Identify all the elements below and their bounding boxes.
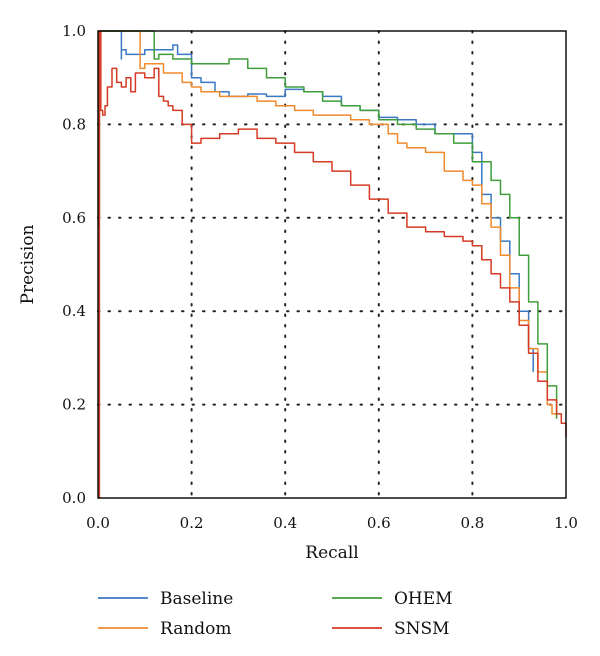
x-tick-label: 0.8 bbox=[460, 514, 484, 532]
legend: Baseline Random OHEM SNSM bbox=[98, 589, 453, 639]
y-tick-label: 1.0 bbox=[62, 22, 86, 40]
legend-label: Random bbox=[160, 619, 232, 639]
plot-frame bbox=[97, 30, 567, 499]
x-tick-label: 0.6 bbox=[367, 514, 391, 532]
y-tick-label: 0.4 bbox=[62, 302, 86, 320]
legend-item-ohem: OHEM bbox=[332, 589, 453, 609]
y-axis-ticks: 0.0 0.2 0.4 0.6 0.8 1.0 bbox=[62, 22, 86, 507]
legend-label: OHEM bbox=[394, 589, 453, 609]
series-line-snsm bbox=[98, 30, 567, 499]
legend-label: Baseline bbox=[160, 589, 233, 609]
y-tick-label: 0.8 bbox=[62, 115, 86, 133]
series-line-baseline bbox=[98, 30, 534, 372]
x-tick-label: 0.0 bbox=[86, 514, 110, 532]
x-axis-title: Recall bbox=[305, 543, 358, 563]
x-axis-ticks: 0.0 0.2 0.4 0.6 0.8 1.0 bbox=[86, 514, 578, 532]
x-tick-label: 0.2 bbox=[180, 514, 204, 532]
y-tick-label: 0.0 bbox=[62, 489, 86, 507]
y-axis-title: Precision bbox=[18, 224, 38, 304]
legend-item-snsm: SNSM bbox=[332, 619, 450, 639]
y-tick-label: 0.2 bbox=[62, 396, 86, 414]
y-tick-label: 0.6 bbox=[62, 209, 86, 227]
x-tick-label: 0.4 bbox=[273, 514, 297, 532]
legend-label: SNSM bbox=[394, 619, 450, 639]
legend-item-random: Random bbox=[98, 619, 232, 639]
x-tick-label: 1.0 bbox=[554, 514, 578, 532]
series-lines bbox=[98, 30, 567, 499]
series-line-ohem bbox=[98, 30, 558, 419]
series-line-random bbox=[98, 30, 558, 419]
legend-item-baseline: Baseline bbox=[98, 589, 233, 609]
grid bbox=[97, 30, 567, 499]
